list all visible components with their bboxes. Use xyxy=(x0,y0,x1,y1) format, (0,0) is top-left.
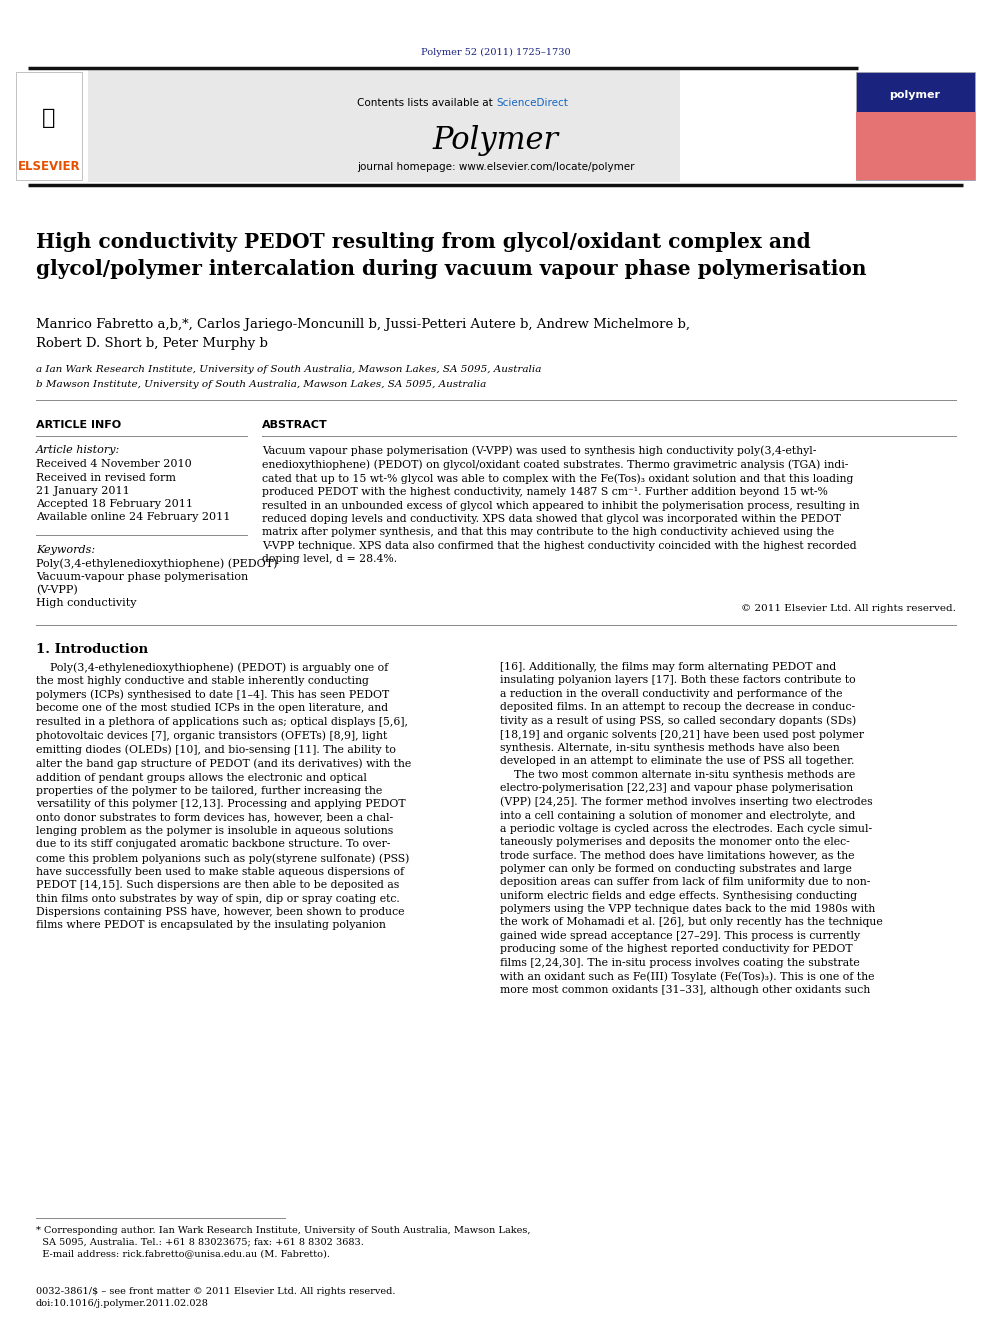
Text: 🌿: 🌿 xyxy=(43,108,56,128)
Bar xyxy=(856,112,975,180)
Text: Received 4 November 2010: Received 4 November 2010 xyxy=(36,459,191,468)
Text: Poly(3,4-ethylenedioxythiophene) (PEDOT): Poly(3,4-ethylenedioxythiophene) (PEDOT) xyxy=(36,558,278,569)
Text: journal homepage: www.elsevier.com/locate/polymer: journal homepage: www.elsevier.com/locat… xyxy=(357,161,635,172)
Text: a Ian Wark Research Institute, University of South Australia, Mawson Lakes, SA 5: a Ian Wark Research Institute, Universit… xyxy=(36,365,542,374)
Text: Keywords:: Keywords: xyxy=(36,545,95,556)
Text: High conductivity: High conductivity xyxy=(36,598,137,609)
Text: Polymer 52 (2011) 1725–1730: Polymer 52 (2011) 1725–1730 xyxy=(422,48,570,57)
Text: * Corresponding author. Ian Wark Research Institute, University of South Austral: * Corresponding author. Ian Wark Researc… xyxy=(36,1226,531,1258)
Text: Vacuum vapour phase polymerisation (V-VPP) was used to synthesis high conductivi: Vacuum vapour phase polymerisation (V-VP… xyxy=(262,445,860,564)
Text: Available online 24 February 2011: Available online 24 February 2011 xyxy=(36,512,230,523)
Text: Article history:: Article history: xyxy=(36,445,120,455)
Text: ABSTRACT: ABSTRACT xyxy=(262,419,327,430)
Text: 21 January 2011: 21 January 2011 xyxy=(36,486,130,496)
Text: 0032-3861/$ – see front matter © 2011 Elsevier Ltd. All rights reserved.
doi:10.: 0032-3861/$ – see front matter © 2011 El… xyxy=(36,1287,396,1308)
Text: ScienceDirect: ScienceDirect xyxy=(496,98,567,108)
Bar xyxy=(856,142,975,180)
Text: © 2011 Elsevier Ltd. All rights reserved.: © 2011 Elsevier Ltd. All rights reserved… xyxy=(741,605,956,613)
Text: Vacuum-vapour phase polymerisation
(V-VPP): Vacuum-vapour phase polymerisation (V-VP… xyxy=(36,572,248,595)
Text: [16]. Additionally, the films may form alternating PEDOT and
insulating polyanio: [16]. Additionally, the films may form a… xyxy=(500,662,883,995)
Text: Accepted 18 February 2011: Accepted 18 February 2011 xyxy=(36,499,193,509)
Bar xyxy=(16,71,82,180)
Text: High conductivity PEDOT resulting from glycol/oxidant complex and
glycol/polymer: High conductivity PEDOT resulting from g… xyxy=(36,232,866,279)
Bar xyxy=(856,71,975,180)
Text: Poly(3,4-ethylenedioxythiophene) (PEDOT) is arguably one of
the most highly cond: Poly(3,4-ethylenedioxythiophene) (PEDOT)… xyxy=(36,662,412,930)
Text: 1. Introduction: 1. Introduction xyxy=(36,643,148,656)
Text: Manrico Fabretto a,b,*, Carlos Jariego-Moncunill b, Jussi-Petteri Autere b, Andr: Manrico Fabretto a,b,*, Carlos Jariego-M… xyxy=(36,318,690,349)
Text: b Mawson Institute, University of South Australia, Mawson Lakes, SA 5095, Austra: b Mawson Institute, University of South … xyxy=(36,380,486,389)
Text: Received in revised form: Received in revised form xyxy=(36,474,176,483)
Text: Contents lists available at: Contents lists available at xyxy=(357,98,496,108)
Text: Polymer: Polymer xyxy=(433,124,559,156)
Text: ELSEVIER: ELSEVIER xyxy=(18,160,80,173)
Text: ARTICLE INFO: ARTICLE INFO xyxy=(36,419,121,430)
Bar xyxy=(88,67,680,183)
Text: polymer: polymer xyxy=(890,90,940,101)
